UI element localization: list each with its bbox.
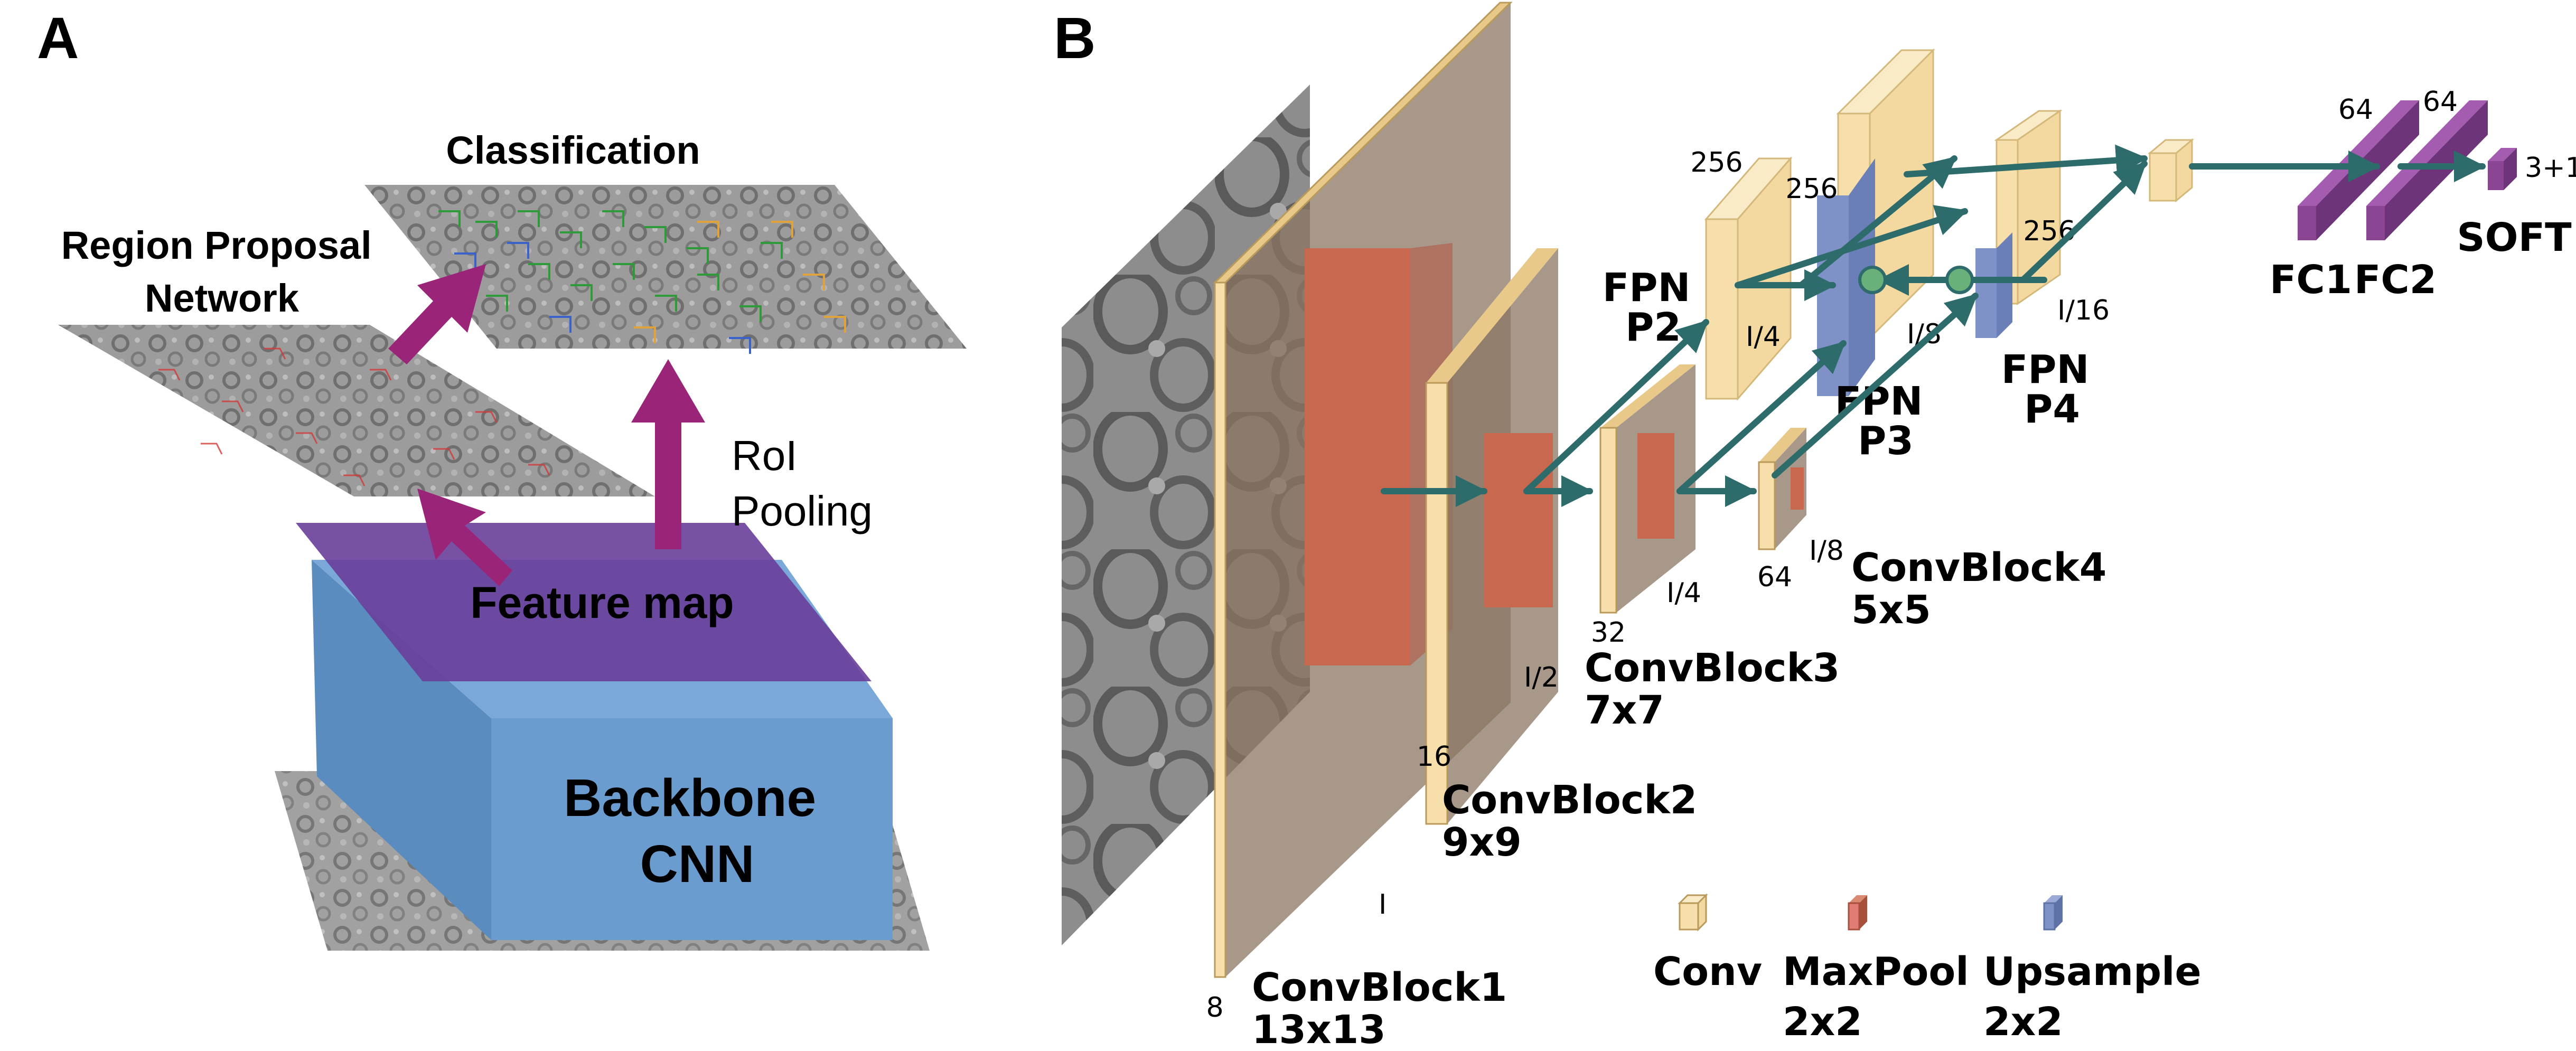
panel-b-letter: B — [1054, 6, 1095, 71]
fpn-p3-channels: 256 — [1785, 173, 1838, 205]
fpn-p4-label: FPN P4 — [2001, 347, 2103, 432]
fpn-p4-upsample — [1975, 248, 1997, 338]
rpn-label-line1: Region Proposal — [61, 223, 372, 267]
convblock2-kernel: 9x9 — [1442, 820, 1522, 865]
legend-maxpool-line1: MaxPool — [1783, 949, 1969, 994]
convblock3-label: ConvBlock3 7x7 — [1585, 645, 1853, 733]
legend-conv-swatch — [1678, 893, 1708, 932]
backbone-side-face — [312, 560, 491, 940]
convblock3-maxpool — [1637, 433, 1674, 539]
arrow-rpn-to-classification — [388, 264, 486, 364]
convblock2-channels: 16 — [1417, 741, 1451, 773]
convblock2-name: ConvBlock2 — [1442, 777, 1697, 823]
soft-units: 3+1 — [2525, 152, 2576, 184]
rpn-label-line2: Network — [145, 276, 299, 320]
legend-upsample-swatch — [2043, 895, 2063, 931]
convblock1-name: ConvBlock1 — [1252, 965, 1507, 1010]
convblock3-size: I/4 — [1666, 577, 1701, 609]
roi-pooling-label: RoI Pooling — [732, 432, 873, 534]
backbone-front-face — [491, 718, 893, 940]
soft-layer — [2488, 148, 2517, 190]
classification-plane — [364, 185, 967, 349]
legend-maxpool-line2: 2x2 — [1783, 999, 1862, 1045]
feature-map-label: Feature map — [470, 578, 734, 627]
convblock1-label: ConvBlock1 13x13 — [1252, 965, 1521, 1051]
p4-add-node — [1945, 266, 1974, 294]
convblock4-maxpool — [1791, 467, 1804, 510]
roi-label-line2: Pooling — [732, 487, 873, 534]
fpn-p4-size: I/16 — [2057, 295, 2110, 326]
convblock3-volume — [1599, 364, 1696, 614]
fpn-p3-line2: P3 — [1858, 418, 1914, 464]
backbone-label: Backbone CNN — [564, 768, 831, 894]
panel-a: A Backbone CNN Feature map Region Propos… — [37, 6, 967, 951]
rpn-label: Region Proposal Network — [61, 223, 383, 320]
convblock3-kernel: 7x7 — [1585, 688, 1664, 733]
fc2-units: 64 — [2423, 86, 2458, 118]
fpn-p4-channels: 256 — [2023, 215, 2075, 247]
rpn-boxes — [158, 348, 550, 486]
fpn-p4-line1: FPN — [2001, 347, 2090, 392]
convblock4-label: ConvBlock4 5x5 — [1851, 545, 2120, 633]
legend-upsample-label: Upsample 2x2 — [1983, 949, 2215, 1045]
legend-maxpool-swatch — [1848, 895, 1867, 931]
convblock2-label: ConvBlock2 9x9 — [1442, 777, 1711, 865]
fpn-p2-line1: FPN — [1603, 265, 1691, 311]
fpn-p2-size: I/4 — [1746, 321, 1781, 353]
fpn-p2-channels: 256 — [1690, 147, 1743, 179]
arrow-roi-pooling — [631, 359, 705, 549]
classification-label: Classification — [446, 128, 700, 172]
convblock3-name: ConvBlock3 — [1585, 645, 1840, 691]
rpn-plane — [58, 325, 655, 496]
legend-conv-label: Conv — [1653, 949, 1762, 994]
panel-b: B 8 I ConvBlock1 13x13 16 I/2 ConvBloc — [1054, 2, 2576, 1051]
fpn-p3-label: FPN P3 — [1835, 379, 1936, 464]
convblock4-volume — [1758, 428, 1806, 550]
data-flow-arrows — [1381, 144, 2486, 507]
backbone-label-line1: Backbone — [564, 768, 816, 828]
soft-label: SOFT — [2457, 215, 2572, 260]
panel-a-letter: A — [37, 6, 79, 71]
convblock1-size: I — [1379, 889, 1387, 921]
fpn-p2-label: FPN P2 — [1603, 265, 1704, 350]
convblock2-size: I/2 — [1524, 662, 1559, 693]
arrow-feature-to-rpn — [417, 489, 512, 586]
fpn-p2-line2: P2 — [1625, 305, 1681, 350]
fc2-layer — [2366, 100, 2488, 240]
convblock2-maxpool — [1484, 433, 1553, 607]
convblock1-maxpool — [1305, 248, 1410, 665]
fc2-label: FC2 — [2354, 257, 2437, 303]
convblock1-channels: 8 — [1206, 992, 1223, 1024]
roi-pooled-cube — [2147, 138, 2195, 203]
fc1-label: FC1 — [2270, 257, 2352, 303]
classification-boxes — [438, 210, 846, 354]
convblock4-kernel: 5x5 — [1851, 587, 1931, 633]
convblock4-size: I/8 — [1809, 535, 1844, 567]
feature-map-plane — [296, 523, 872, 681]
legend-upsample-line1: Upsample — [1983, 949, 2202, 994]
convblock2-volume — [1425, 248, 1558, 825]
legend-upsample-line2: 2x2 — [1983, 999, 2063, 1045]
roi-label-line1: RoI — [732, 432, 798, 479]
fpn-p4-line2: P4 — [2024, 387, 2080, 432]
pink-arrows — [388, 264, 705, 586]
legend-maxpool-label: MaxPool 2x2 — [1783, 949, 1982, 1045]
backbone-label-line2: CNN — [640, 834, 755, 894]
convblock3-channels: 32 — [1591, 617, 1626, 649]
p3-add-node — [1858, 266, 1887, 294]
convblock1-kernel: 13x13 — [1252, 1007, 1386, 1051]
fc1-units: 64 — [2338, 94, 2373, 126]
legend: Conv MaxPool 2x2 Upsample 2x2 — [1653, 893, 2215, 1045]
convblock4-channels: 64 — [1757, 561, 1792, 593]
convblock4-name: ConvBlock4 — [1851, 545, 2106, 590]
